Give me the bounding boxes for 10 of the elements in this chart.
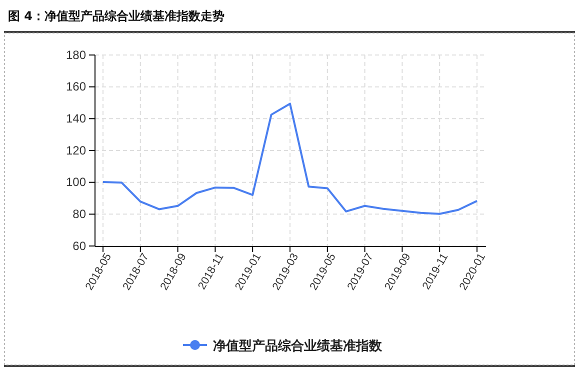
- y-tick-label: 80: [72, 207, 86, 222]
- legend-label: 净值型产品综合业绩基准指数: [213, 338, 383, 354]
- y-tick-label: 140: [66, 112, 86, 126]
- chart-title: 图 4：净值型产品综合业绩基准指数走势: [8, 9, 225, 23]
- y-tick-label: 160: [66, 80, 86, 94]
- line-series: [102, 102, 478, 215]
- y-tick-label: 180: [66, 48, 86, 62]
- y-tick-label: 120: [66, 143, 86, 158]
- y-tick-label: 100: [66, 175, 86, 190]
- y-tick-label: 60: [72, 238, 86, 253]
